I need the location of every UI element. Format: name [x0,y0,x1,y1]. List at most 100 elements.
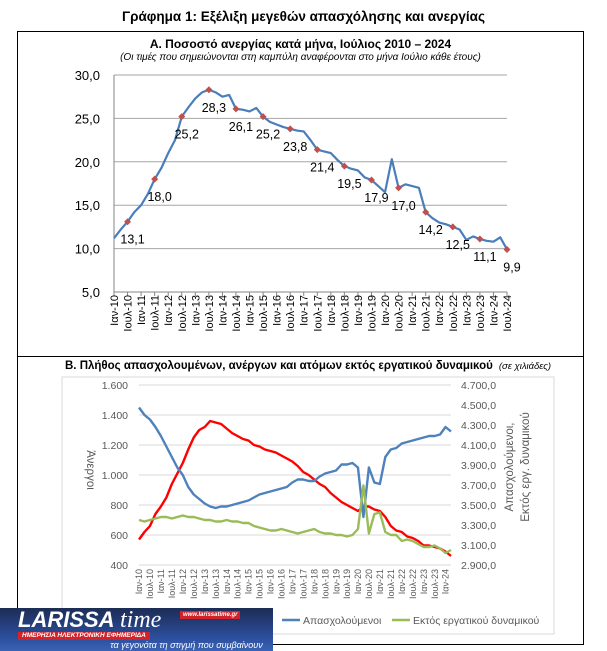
figure-title: Γράφημα 1: Εξέλιξη μεγεθών απασχόλησης κ… [121,9,485,24]
x-tick-label: Ιουλ-19 [342,569,352,599]
july-marker [259,113,267,121]
x-tick-label: Ιαν-15 [245,295,257,326]
data-label: 18,0 [147,190,171,204]
july-marker [178,113,186,121]
chart-a-title: Α. Ποσοστό ανεργίας κατά μήνα, Ιούλιος 2… [149,37,452,51]
x-tick-label: Ιαν-24 [488,295,500,326]
y-right-tick-label: 3.300,0 [461,520,496,532]
y-tick-label: 5,0 [82,285,100,300]
x-tick-label: Ιαν-11 [156,569,166,594]
figure-frame [17,31,584,645]
data-label: 21,4 [310,161,334,175]
data-label: 14,2 [419,223,443,237]
data-label: 13,1 [120,233,144,247]
y-left-axis-title: Άνεργοι [84,450,96,490]
y-right-tick-label: 3.700,0 [461,480,496,492]
x-tick-label: Ιουλ-17 [312,295,324,332]
x-tick-label: Ιαν-15 [244,569,254,594]
x-tick-label: Ιαν-18 [326,295,338,326]
x-tick-label: Ιουλ-14 [233,569,243,599]
unemployment-rate-line [113,88,508,251]
july-marker [232,105,240,113]
chart-a-subtitle: (Οι τιμές που σημειώνονται στη καμπύλη α… [120,52,481,63]
data-label: 11,1 [473,250,496,264]
panel-divider [17,356,584,357]
x-tick-label: Ιουλ-15 [258,295,270,332]
data-label: 9,9 [503,260,520,274]
chart-b-title-text: Β. Πλήθος απασχολουμένων, ανέργων και ατ… [65,360,493,372]
logo-url: www.larissatime.gr [180,611,241,619]
x-tick-label: Ιουλ-13 [204,295,216,332]
legend-label-outside-labour-force: Εκτός εργατικού δυναμικού [413,615,540,627]
x-tick-label: Ιουλ-10 [123,295,135,332]
x-tick-label: Ιουλ-22 [408,569,418,599]
x-tick-label: Ιουλ-18 [339,295,351,332]
employed-line [138,406,452,519]
y-right-tick-label: 4.100,0 [461,440,496,452]
x-tick-label: Ιουλ-12 [189,569,199,599]
x-tick-label: Ιαν-18 [309,569,319,594]
y-left-tick-label: 1.200 [102,440,128,452]
x-tick-label: Ιουλ-21 [421,295,433,332]
x-tick-label: Ιαν-24 [441,569,451,594]
x-tick-label: Ιουλ-17 [298,569,308,599]
x-tick-label: Ιαν-23 [419,569,429,594]
data-label: 19,5 [337,177,361,191]
x-tick-label: Ιουλ-12 [177,295,189,332]
x-tick-label: Ιαν-17 [287,569,297,594]
y-tick-label: 25,0 [75,111,100,126]
july-marker [395,184,403,192]
x-tick-label: Ιουλ-23 [475,295,487,332]
x-tick-label: Ιουλ-24 [502,295,514,332]
x-tick-label: Ιαν-20 [380,295,392,326]
x-tick-label: Ιουλ-11 [150,295,162,331]
x-tick-label: Ιαν-21 [407,295,419,326]
larissatime-logo: LARISSA time www.larissatime.gr ΗΜΕΡΗΣΙΑ… [0,608,273,651]
data-label: 25,2 [175,128,199,142]
data-label: 23,8 [283,140,307,154]
y-left-tick-label: 400 [110,560,128,572]
x-tick-label: Ιαν-11 [136,295,148,325]
x-tick-label: Ιαν-16 [266,569,276,594]
x-tick-label: Ιαν-20 [353,569,363,594]
x-tick-label: Ιουλ-15 [255,569,265,599]
y-left-tick-label: 1.600 [102,380,128,392]
data-label: 28,3 [202,101,226,115]
x-tick-label: Ιαν-19 [353,295,365,326]
logo-band: ΗΜΕΡΗΣΙΑ ΗΛΕΚΤΡΟΝΙΚΗ ΕΦΗΜΕΡΙΔΑ [18,632,150,640]
y-right-axis-title: Απασχολούμενοι, [504,422,516,511]
july-marker [205,86,213,94]
outside-labour-force-line [138,484,452,555]
x-tick-label: Ιουλ-14 [231,295,243,332]
y-left-tick-label: 1.400 [102,410,128,422]
y-right-tick-label: 3.900,0 [461,460,496,472]
legend-label-employed: Απασχολούμενοι [303,615,382,627]
x-tick-label: Ιουλ-10 [145,569,155,599]
x-tick-label: Ιουλ-19 [366,295,378,332]
x-tick-label: Ιαν-22 [397,569,407,594]
x-tick-label: Ιαν-10 [109,295,121,326]
x-tick-label: Ιουλ-16 [277,569,287,599]
x-tick-label: Ιαν-13 [200,569,210,594]
x-tick-label: Ιαν-13 [190,295,202,326]
july-marker [503,245,511,253]
y-right-axis-title: Εκτός εργ. δυναμικού [520,412,532,521]
x-tick-label: Ιαν-21 [375,569,385,594]
y-right-tick-label: 4.300,0 [461,420,496,432]
july-marker [313,146,321,154]
data-label: 17,9 [364,191,388,205]
x-tick-label: Ιουλ-20 [364,569,374,599]
july-marker [124,218,132,226]
y-right-tick-label: 3.500,0 [461,500,496,512]
x-tick-label: Ιαν-16 [272,295,284,326]
july-marker [367,176,375,184]
data-label: 26,1 [229,120,253,134]
x-tick-label: Ιαν-12 [163,295,175,326]
chart-b-area [61,376,555,635]
y-tick-label: 15,0 [75,198,100,213]
x-tick-label: Ιουλ-16 [285,295,297,332]
x-tick-label: Ιουλ-22 [448,295,460,332]
x-tick-label: Ιουλ-20 [394,295,406,332]
july-marker [340,162,348,170]
y-right-tick-label: 4.500,0 [461,400,496,412]
